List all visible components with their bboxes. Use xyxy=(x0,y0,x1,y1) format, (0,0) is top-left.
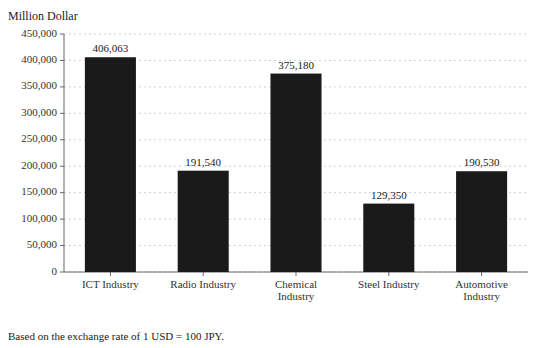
x-tick-label-line: Industry xyxy=(463,290,500,302)
y-tick-label: 400,000 xyxy=(21,53,57,65)
x-tick-label-line: Industry xyxy=(278,290,315,302)
y-tick-label: 100,000 xyxy=(21,212,57,224)
y-tick-label: 150,000 xyxy=(21,185,57,197)
bar xyxy=(85,57,136,272)
y-tick xyxy=(60,139,64,140)
x-tick-label: ICT Industry xyxy=(82,278,139,290)
data-label: 191,540 xyxy=(185,156,221,168)
y-tick xyxy=(60,60,64,61)
x-tick-label-line: Radio Industry xyxy=(170,278,236,290)
y-tick xyxy=(60,272,64,273)
x-tick-label-line: ICT Industry xyxy=(82,278,139,290)
y-tick xyxy=(60,86,64,87)
y-tick xyxy=(60,166,64,167)
x-tick xyxy=(296,272,297,276)
y-tick-label: 0 xyxy=(52,265,58,277)
y-tick xyxy=(60,219,64,220)
x-tick-label-line: Automotive xyxy=(455,278,508,290)
x-tick-label: AutomotiveIndustry xyxy=(455,278,508,302)
y-axis-label: Million Dollar xyxy=(8,9,78,23)
data-label: 129,350 xyxy=(371,189,407,201)
grid xyxy=(64,34,528,272)
data-label: 190,530 xyxy=(464,156,500,168)
y-tick-label: 250,000 xyxy=(21,132,57,144)
bars xyxy=(85,57,507,272)
chart: 0 50,000 100,000 150,000 200,000 250,000 300,0… xyxy=(0,0,543,348)
bar xyxy=(270,74,321,272)
x-tick-label-line: Chemical xyxy=(275,278,317,290)
x-tick-label-line: Steel Industry xyxy=(358,278,420,290)
background xyxy=(0,0,543,348)
bar xyxy=(456,171,507,272)
y-tick-label: 50,000 xyxy=(27,238,58,250)
x-tick-label: Steel Industry xyxy=(358,278,420,290)
x-tick xyxy=(203,272,204,276)
y-tick xyxy=(60,113,64,114)
y-tick xyxy=(60,192,64,193)
x-tick xyxy=(388,272,389,276)
grid-line xyxy=(64,34,528,35)
x-tick-label: ChemicalIndustry xyxy=(275,278,317,302)
y-tick-label: 200,000 xyxy=(21,159,57,171)
bar xyxy=(363,204,414,272)
data-labels: 406,063 191,540 375,180 129,350 190,530 xyxy=(93,42,500,200)
y-tick-label: 300,000 xyxy=(21,106,57,118)
data-label: 375,180 xyxy=(278,59,314,71)
data-label: 406,063 xyxy=(93,42,129,54)
x-tick xyxy=(481,272,482,276)
y-axis-line xyxy=(64,34,65,272)
x-tick xyxy=(110,272,111,276)
y-tick-label: 350,000 xyxy=(21,79,57,91)
axes: 0 50,000 100,000 150,000 200,000 250,000 300,0… xyxy=(21,27,528,302)
y-tick xyxy=(60,245,64,246)
x-tick-label: Radio Industry xyxy=(170,278,236,290)
y-tick xyxy=(60,34,64,35)
y-tick-label: 450,000 xyxy=(21,27,57,39)
footnote: Based on the exchange rate of 1 USD = 10… xyxy=(8,330,224,342)
bar xyxy=(178,171,229,272)
